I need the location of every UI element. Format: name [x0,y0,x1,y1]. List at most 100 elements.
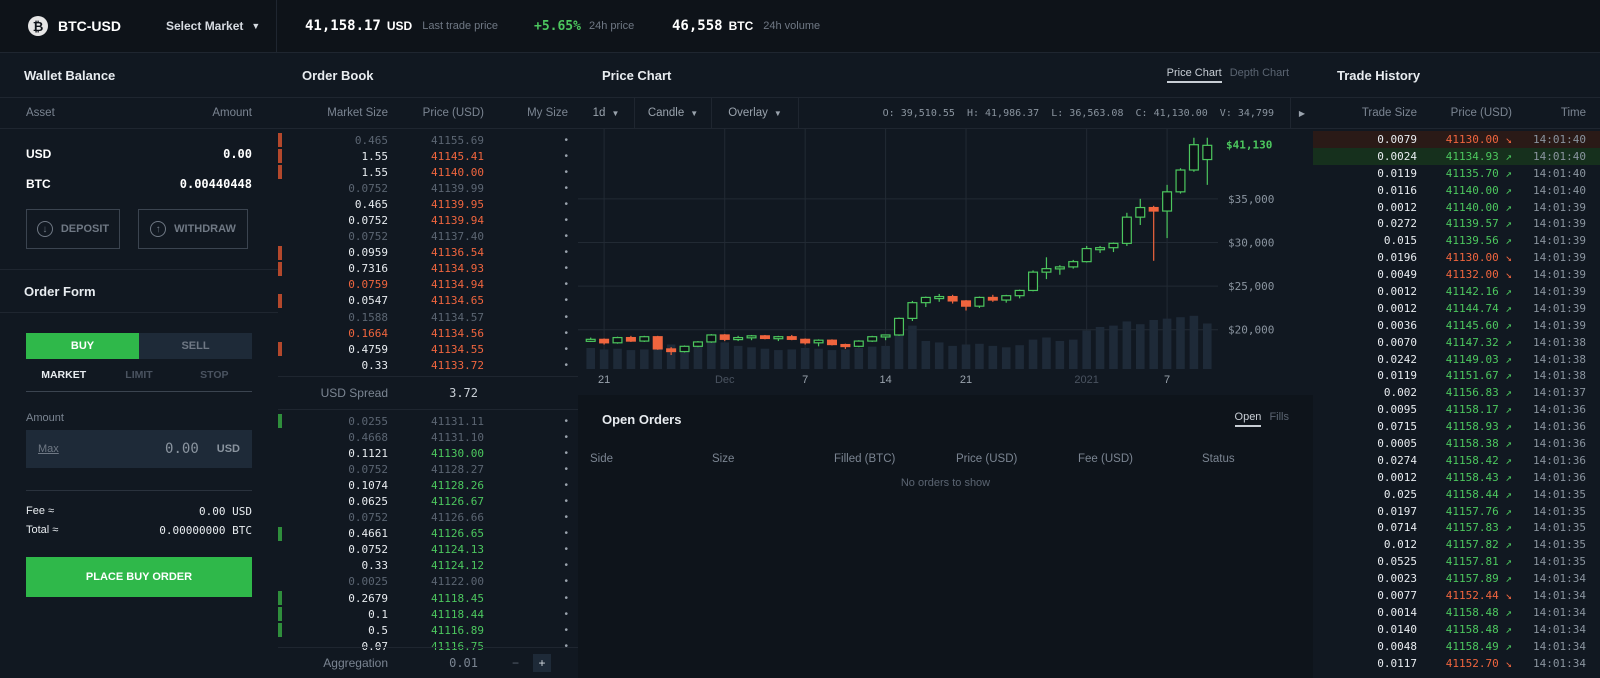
style-dropdown[interactable]: Candle ▼ [635,98,712,128]
order-book-row[interactable]: 0.1121 41130.00 • [278,445,578,461]
amount-input[interactable]: Max 0.00 USD [26,430,252,468]
tab-stop[interactable]: STOP [200,369,229,381]
candle-body [934,295,945,300]
volume-bar [613,348,622,369]
candle-body [826,339,838,346]
row-size: 0.0959 [348,246,388,260]
order-book-row[interactable]: 1.55 41145.41 • [278,148,578,164]
order-book-row[interactable]: 0.0752 41139.94 • [278,212,578,228]
order-book-row[interactable]: 0.4759 41134.55 • [278,341,578,357]
order-book-row[interactable]: 0.7316 41134.93 • [278,261,578,277]
trade-row: 0.0272 41139.57 ↗ 14:01:39 [1313,215,1600,232]
tab-price-chart[interactable]: Price Chart [1166,67,1222,83]
trade-row: 0.0274 41158.42 ↗ 14:01:36 [1313,452,1600,469]
candle-body [893,317,905,336]
amount-label: Amount [26,412,64,424]
order-book-row[interactable]: 0.4661 41126.65 • [278,526,578,542]
trade-size: 0.025 [1383,487,1417,501]
deposit-button[interactable]: ↓ DEPOSIT [26,209,120,249]
order-book-row[interactable]: 0.0752 41128.27 • [278,461,578,477]
row-price: 41140.00 [431,165,484,179]
volume-bar [1042,337,1051,369]
trade-size: 0.0095 [1377,403,1417,417]
order-book-row[interactable]: 0.33 41124.12 • [278,558,578,574]
my-size-dot: • [564,311,568,323]
trade-time: 14:01:39 [1533,251,1586,265]
row-size: 0.0752 [348,214,388,228]
select-market-dropdown[interactable]: Select Market ▼ [166,0,260,52]
order-book-row[interactable]: 0.0752 41124.13 • [278,542,578,558]
depth-bar [278,230,282,244]
tab-open[interactable]: Open [1234,411,1262,427]
tab-market[interactable]: MARKET [41,369,87,381]
arrow-down-right-icon: ↘ [1498,251,1512,265]
trade-price: 41158.48 [1445,605,1499,619]
order-book-row[interactable]: 0.4668 41131.10 • [278,429,578,445]
amount-usd: 0.00 [223,147,252,161]
row-size: 0.1588 [348,310,388,324]
depth-bar [278,414,282,429]
order-book-row[interactable]: 0.07 41116.75 • [278,638,578,654]
order-book-row[interactable]: 0.1664 41134.56 • [278,325,578,341]
order-book-row[interactable]: 0.1588 41134.57 • [278,309,578,325]
order-book-row[interactable]: 0.465 41139.95 • [278,196,578,212]
my-size-dot: • [564,496,568,508]
minus-icon[interactable]: − [512,656,520,670]
play-icon[interactable]: ▶ [1290,98,1313,128]
trade-size: 0.0119 [1377,166,1417,180]
order-book-row[interactable]: 0.0025 41122.00 • [278,574,578,590]
x-tick-label: 21 [598,374,610,386]
order-book-row[interactable]: 1.55 41140.00 • [278,164,578,180]
plus-icon[interactable]: + [533,654,552,672]
sell-button[interactable]: SELL [139,333,252,359]
depth-bar [278,494,282,508]
candle-body [853,340,864,347]
trade-row: 0.0116 41140.00 ↗ 14:01:40 [1313,182,1600,199]
candle-body [1041,268,1052,273]
order-book-row[interactable]: 0.1 41118.44 • [278,606,578,622]
trade-price: 41140.00 [1445,200,1499,214]
order-book-row[interactable]: 0.0625 41126.67 • [278,493,578,509]
buy-button[interactable]: BUY [26,333,139,359]
arrow-up-right-icon: ↗ [1498,487,1512,501]
trade-row: 0.0012 41158.43 ↗ 14:01:36 [1313,469,1600,486]
order-book-row[interactable]: 0.2679 41118.45 • [278,590,578,606]
order-book-row[interactable]: 0.33 41133.72 • [278,357,578,373]
trade-price: 41157.81 [1445,555,1499,569]
candle-body [692,341,703,347]
tab-depth-chart[interactable]: Depth Chart [1229,67,1289,79]
interval-dropdown[interactable]: 1d ▼ [578,98,635,128]
wallet-header: Asset Amount [0,98,278,129]
order-book-row[interactable]: 0.0255 41131.11 • [278,413,578,429]
order-book-row[interactable]: 0.0959 41136.54 • [278,245,578,261]
volume-bar [586,348,595,369]
row-size: 1.55 [361,149,389,163]
trade-price: 41158.48 [1445,622,1499,636]
order-book-row[interactable]: 0.0547 41134.65 • [278,293,578,309]
order-book-row[interactable]: 0.0752 41139.99 • [278,180,578,196]
row-size: 0.0255 [348,414,388,428]
x-tick-label: 14 [879,374,891,386]
order-book-row[interactable]: 0.0752 41137.40 • [278,229,578,245]
order-book-row[interactable]: 0.0752 41126.66 • [278,510,578,526]
tab-fills[interactable]: Fills [1269,411,1289,423]
order-book-row[interactable]: 0.1074 41128.26 • [278,477,578,493]
order-book-row[interactable]: 0.465 41155.69 • [278,132,578,148]
row-size: 0.33 [361,358,389,372]
order-book-row[interactable]: 0.5 41116.89 • [278,622,578,638]
last-price-label: Last trade price [422,20,499,32]
candle-body [773,336,784,340]
max-link[interactable]: Max [38,443,59,455]
tab-limit[interactable]: LIMIT [125,369,153,381]
place-order-button[interactable]: PLACE BUY ORDER [26,557,252,597]
row-size: 0.4668 [348,430,388,444]
overlay-dropdown[interactable]: Overlay ▼ [712,98,799,128]
spread-label: USD Spread [320,386,388,400]
arrow-up-right-icon: ↗ [1498,622,1512,636]
withdraw-button[interactable]: ↑ WITHDRAW [138,209,248,249]
depth-bar [278,559,282,573]
order-book-row[interactable]: 0.0759 41134.94 • [278,277,578,293]
trade-time: 14:01:38 [1533,335,1586,349]
trade-row: 0.0714 41157.83 ↗ 14:01:35 [1313,519,1600,536]
col-trade-time: Time [1560,107,1586,119]
